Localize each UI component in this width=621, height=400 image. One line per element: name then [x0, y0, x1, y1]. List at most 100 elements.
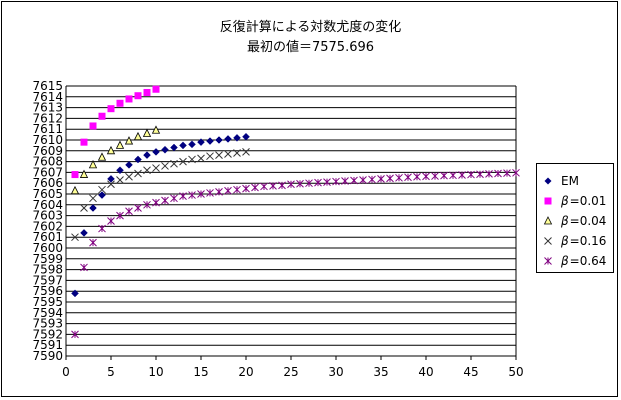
data-point-series-5 — [152, 198, 160, 207]
y-tick-label: 7607 — [32, 165, 63, 179]
diamond-marker-icon — [544, 177, 552, 185]
data-point-series-5 — [476, 170, 484, 179]
legend-text: =0.04 — [569, 214, 607, 228]
data-point-series-3 — [142, 128, 152, 137]
legend-label: β =0.16 — [561, 234, 606, 248]
data-point-series-5 — [197, 190, 205, 198]
y-tick-label: 7592 — [32, 327, 63, 341]
data-point-series-5 — [170, 194, 178, 203]
data-point-series-4 — [170, 159, 178, 168]
data-point-series-5 — [242, 184, 250, 193]
data-point-series-5 — [278, 181, 286, 190]
x-tick-label: 5 — [107, 365, 115, 379]
data-point-series-1 — [116, 166, 124, 175]
y-tick-label: 7603 — [32, 209, 63, 223]
data-point-series-5 — [323, 178, 331, 186]
data-point-series-5 — [350, 176, 358, 185]
y-tick-label: 7590 — [32, 349, 63, 363]
data-point-series-2 — [152, 85, 160, 93]
y-tick-label: 7596 — [32, 284, 63, 298]
data-point-series-4 — [215, 151, 223, 159]
legend-greek: β — [561, 234, 569, 248]
data-point-series-5 — [80, 263, 88, 272]
data-point-series-1 — [134, 155, 142, 164]
data-point-series-5 — [143, 200, 151, 209]
legend-item: β =0.01 — [541, 192, 606, 210]
y-tick-label: 7605 — [32, 187, 63, 201]
data-point-series-5 — [260, 182, 268, 191]
data-point-series-4 — [179, 157, 187, 166]
data-point-series-3 — [151, 125, 161, 134]
data-point-series-5 — [188, 191, 196, 199]
data-point-series-5 — [467, 170, 475, 179]
data-point-series-4 — [161, 162, 169, 170]
data-point-series-2 — [143, 88, 151, 96]
data-point-series-5 — [161, 196, 169, 205]
y-tick-label: 7595 — [32, 295, 63, 309]
data-point-series-5 — [179, 192, 187, 201]
legend-label: β =0.64 — [561, 254, 606, 268]
data-point-series-2 — [125, 95, 133, 103]
x-tick-label: 40 — [418, 365, 433, 379]
data-point-series-5 — [296, 179, 304, 188]
data-point-series-1 — [152, 148, 160, 156]
legend-text: =0.16 — [569, 234, 607, 248]
x-tick-label: 30 — [328, 365, 343, 379]
data-point-series-3 — [88, 159, 98, 169]
data-point-series-1 — [188, 140, 196, 149]
data-point-series-5 — [125, 207, 133, 216]
data-point-series-3 — [133, 131, 143, 141]
y-tick-label: 7614 — [32, 90, 63, 104]
square-marker-icon — [544, 197, 552, 205]
y-tick-label: 7600 — [32, 241, 63, 255]
data-point-series-5 — [386, 174, 394, 183]
data-point-series-5 — [494, 169, 502, 178]
y-tick-label: 7608 — [32, 155, 63, 169]
data-point-series-4 — [134, 169, 142, 178]
y-tick-label: 7609 — [32, 144, 63, 158]
data-point-series-1 — [80, 229, 88, 237]
data-point-series-5 — [269, 182, 277, 190]
x-tick-label: 20 — [238, 365, 253, 379]
data-point-series-2 — [89, 122, 97, 130]
data-point-series-4 — [125, 172, 133, 181]
y-tick-label: 7611 — [32, 122, 63, 136]
data-point-series-5 — [377, 175, 385, 183]
data-point-series-1 — [98, 191, 106, 199]
x-tick-label: 10 — [148, 365, 163, 379]
y-tick-label: 7610 — [32, 133, 63, 147]
data-point-series-3 — [115, 140, 125, 149]
y-tick-label: 7601 — [32, 230, 63, 244]
data-point-series-4 — [98, 185, 106, 194]
x-tick-label: 25 — [283, 365, 298, 379]
data-point-series-2 — [107, 105, 115, 113]
y-tick-label: 7599 — [32, 252, 63, 266]
chart-title: 反復計算による対数尤度の変化 — [219, 20, 402, 35]
data-point-series-1 — [170, 143, 178, 152]
y-tick-label: 7602 — [32, 219, 63, 233]
legend-item: β =0.04 — [541, 212, 606, 230]
y-tick-label: 7604 — [32, 198, 63, 212]
data-point-series-5 — [449, 171, 457, 180]
data-point-series-5 — [404, 173, 412, 182]
data-point-series-1 — [179, 141, 187, 150]
data-point-series-3 — [124, 136, 134, 145]
x-tick-label: 45 — [463, 365, 478, 379]
data-point-series-1 — [89, 204, 97, 212]
data-point-series-4 — [152, 164, 160, 172]
x-tick-label: 35 — [373, 365, 388, 379]
data-point-series-5 — [413, 172, 421, 181]
data-point-series-5 — [206, 189, 214, 197]
data-point-series-4 — [233, 149, 241, 157]
data-point-series-5 — [251, 183, 259, 192]
data-point-series-5 — [485, 170, 493, 178]
data-point-series-5 — [314, 178, 322, 187]
legend-label: EM — [561, 174, 579, 188]
legend: EM β =0.01 β =0.04 β =0.16 β =0.64 — [536, 163, 614, 273]
legend-item: β =0.16 — [541, 232, 606, 250]
x-marker-icon — [544, 237, 552, 245]
data-point-series-5 — [287, 180, 295, 189]
legend-greek: β — [561, 194, 569, 208]
